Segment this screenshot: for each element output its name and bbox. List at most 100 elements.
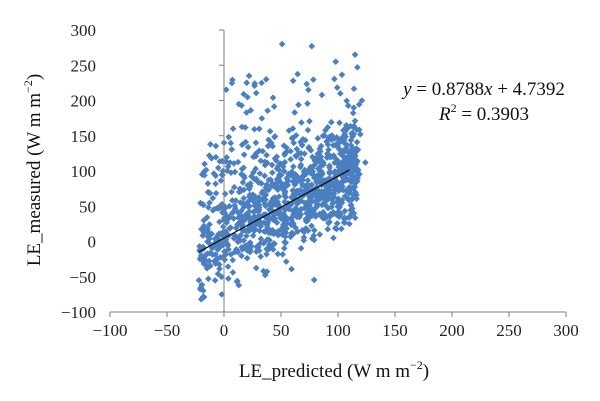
data-point <box>352 189 359 196</box>
data-point <box>282 233 289 240</box>
data-point <box>255 208 262 215</box>
data-point <box>222 158 230 165</box>
data-point <box>306 117 313 125</box>
data-point <box>247 219 254 226</box>
data-point <box>224 275 232 282</box>
data-point <box>263 226 270 234</box>
data-point <box>232 224 240 232</box>
data-point <box>216 265 223 273</box>
data-point <box>212 180 219 188</box>
data-point <box>253 243 260 251</box>
data-point <box>317 156 324 164</box>
y-axis-title: LE_measured (W m m−2) <box>21 74 45 266</box>
data-point <box>353 146 360 154</box>
data-point <box>263 181 271 188</box>
data-point <box>322 126 329 134</box>
data-point <box>259 147 266 155</box>
data-point <box>328 132 336 139</box>
data-point <box>339 173 346 181</box>
data-point <box>342 144 350 152</box>
data-point <box>240 186 248 194</box>
data-point <box>317 142 325 150</box>
data-point <box>310 174 318 182</box>
data-point <box>251 192 259 200</box>
data-point <box>221 205 229 212</box>
data-point <box>260 219 268 227</box>
data-point <box>243 254 251 262</box>
data-point <box>330 210 337 218</box>
data-point <box>353 138 361 146</box>
data-point <box>263 245 270 253</box>
data-point <box>267 206 274 214</box>
data-point <box>273 176 281 183</box>
data-point <box>220 228 227 236</box>
data-point <box>238 170 245 178</box>
data-point <box>276 178 283 185</box>
data-point <box>297 244 305 252</box>
data-point <box>244 182 251 189</box>
data-point <box>332 155 340 163</box>
data-point <box>312 213 319 220</box>
data-point <box>257 223 264 230</box>
data-point <box>290 187 297 194</box>
data-point <box>300 204 308 212</box>
data-point <box>310 236 318 244</box>
data-point <box>315 177 322 185</box>
data-point <box>281 158 289 166</box>
data-point <box>241 243 248 251</box>
data-point <box>206 235 213 242</box>
data-point <box>296 190 304 198</box>
data-point <box>301 150 308 157</box>
data-point <box>316 163 324 171</box>
data-point <box>205 189 213 196</box>
data-point <box>262 210 269 218</box>
data-point <box>350 104 358 111</box>
data-point <box>218 200 226 208</box>
data-point <box>205 204 212 211</box>
data-point <box>232 197 240 204</box>
data-point <box>242 138 250 146</box>
data-point <box>347 206 355 214</box>
y-tick-label: −50 <box>69 268 96 287</box>
data-point <box>304 217 311 224</box>
data-point <box>316 210 324 218</box>
data-point <box>275 166 283 174</box>
data-point <box>358 97 366 104</box>
data-point <box>224 240 231 248</box>
data-point <box>303 226 310 233</box>
data-point <box>352 160 360 167</box>
data-point <box>230 183 238 191</box>
data-point <box>324 225 332 233</box>
data-point <box>211 277 219 284</box>
trendline-equation: y = 0.8788x + 4.7392 <box>401 79 565 100</box>
data-point <box>217 177 225 184</box>
data-point <box>357 131 364 138</box>
data-point <box>245 203 252 211</box>
data-point <box>320 192 328 200</box>
data-point <box>297 155 305 163</box>
data-point <box>307 147 315 154</box>
data-point <box>354 168 361 175</box>
data-point <box>205 257 213 265</box>
data-point <box>198 171 206 178</box>
data-point <box>269 216 277 224</box>
data-point <box>324 195 332 203</box>
data-point <box>196 285 204 293</box>
data-point <box>207 140 214 148</box>
data-point <box>297 149 305 157</box>
data-point <box>324 123 332 131</box>
data-point <box>270 103 278 110</box>
data-point <box>350 124 358 131</box>
data-point <box>291 109 298 116</box>
data-point <box>280 205 288 213</box>
data-point <box>251 80 259 87</box>
data-point <box>271 183 279 191</box>
y-tick-label: 100 <box>71 162 97 181</box>
data-point <box>261 158 269 166</box>
data-point <box>324 204 332 212</box>
data-point <box>212 260 219 267</box>
data-point <box>283 219 291 227</box>
data-point <box>286 200 293 207</box>
data-point <box>290 230 297 238</box>
data-point <box>254 177 262 185</box>
